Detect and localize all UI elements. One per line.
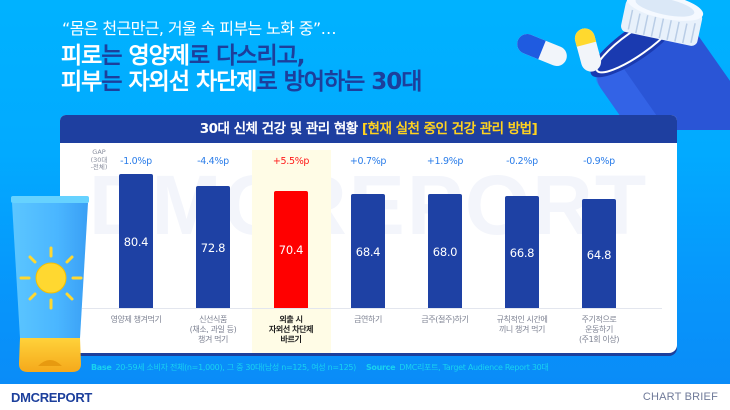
headline-segment: 로 방어하는 30대 [256,69,422,95]
bar: 80.4 [119,174,153,308]
bar-value: 68.0 [432,245,458,259]
gap-value: +0.7%p [349,156,387,167]
base-text: 20-59세 소비자 전체(n=1,000), 그 중 30대(남성 n=125… [115,363,356,372]
gap-value: -4.4%p [197,156,229,167]
chart-title-main: 30대 신체 건강 및 관리 현황 [199,121,362,137]
headline-segment: 피로 [61,43,102,69]
headline-kicker: “몸은 천근만근, 거울 속 피부는 노화 중”… [62,19,337,38]
infographic-background: “몸은 천근만근, 거울 속 피부는 노화 중”… 피로는 영양제로 다스리고,… [0,0,730,384]
bar-value: 80.4 [123,235,149,249]
gap-value: -0.2%p [506,156,538,167]
category-label: 금주(절주)하기 [421,315,469,324]
x-axis-line [82,308,662,309]
sunscreen-tube-illustration [11,196,89,372]
bar: 72.8 [196,186,230,308]
source-note: Base 20-59세 소비자 전체(n=1,000), 그 중 30대(남성 n… [91,362,549,373]
bar: 64.8 [582,199,616,308]
gap-value: +1.9%p [426,156,464,167]
section-label: CHART BRIEF [642,391,718,403]
gap-value: -1.0%p [120,156,152,167]
bar: 68.4 [351,194,385,308]
gap-axis-label: GAP (30대 -전체) [90,148,108,171]
headline-line-2: 피부는 자외선 차단제로 방어하는 30대 [61,69,422,95]
headline-segment: 로 다스리고, [188,43,306,69]
category-label: 금연하기 [354,315,382,324]
bar-value: 64.8 [586,248,612,262]
gap-value-highlight: +5.5%p [272,156,310,167]
category-label: 규칙적인 시간에 끼니 챙겨 먹기 [496,315,548,334]
headline: 피로는 영양제로 다스리고, 피부는 자외선 차단제로 방어하는 30대 [61,43,422,95]
brand-logo: DMCREPORT [11,390,93,405]
headline-segment: 자외선 차단제 [128,69,258,95]
chart-card: DMCREPORT 30대 신체 건강 및 관리 현황 [현재 실천 중인 건강… [60,115,677,353]
gap-value: -0.9%p [583,156,615,167]
pill-bottle-illustration [517,0,730,130]
headline-line-1: 피로는 영양제로 다스리고, [61,43,421,69]
category-label: 주기적으로 운동하기 (주1회 이상) [578,315,620,344]
source-text: DMC리포트, Target Audience Report 30대 [399,363,549,372]
bar-highlight: 70.4 [274,191,308,308]
bar-value: 68.4 [355,245,381,259]
bar: 66.8 [505,196,539,308]
bar-value: 70.4 [278,243,304,257]
category-label-highlight: 외출 시 자외선 차단제 바르기 [268,315,314,344]
headline-segment: 영양제 [128,43,190,69]
bar-value: 66.8 [509,246,535,260]
bar-value: 72.8 [200,241,226,255]
footer: DMCREPORT CHART BRIEF [0,384,730,410]
bar: 68.0 [428,194,462,308]
chart-title: 30대 신체 건강 및 관리 현황 [현재 실천 중인 건강 관리 방법] [60,115,677,143]
headline-segment: 피부 [61,69,102,95]
headline-segment: 는 [101,43,129,69]
base-label: Base [91,363,112,372]
headline-segment: 는 [101,69,129,95]
category-label: 신선식품 (채소, 과일 등) 챙겨 먹기 [189,315,237,344]
chart-title-sub: [현재 실천 중인 건강 관리 방법] [361,121,538,137]
source-label: Source [365,363,396,372]
category-label: 영양제 챙겨먹기 [110,315,162,324]
